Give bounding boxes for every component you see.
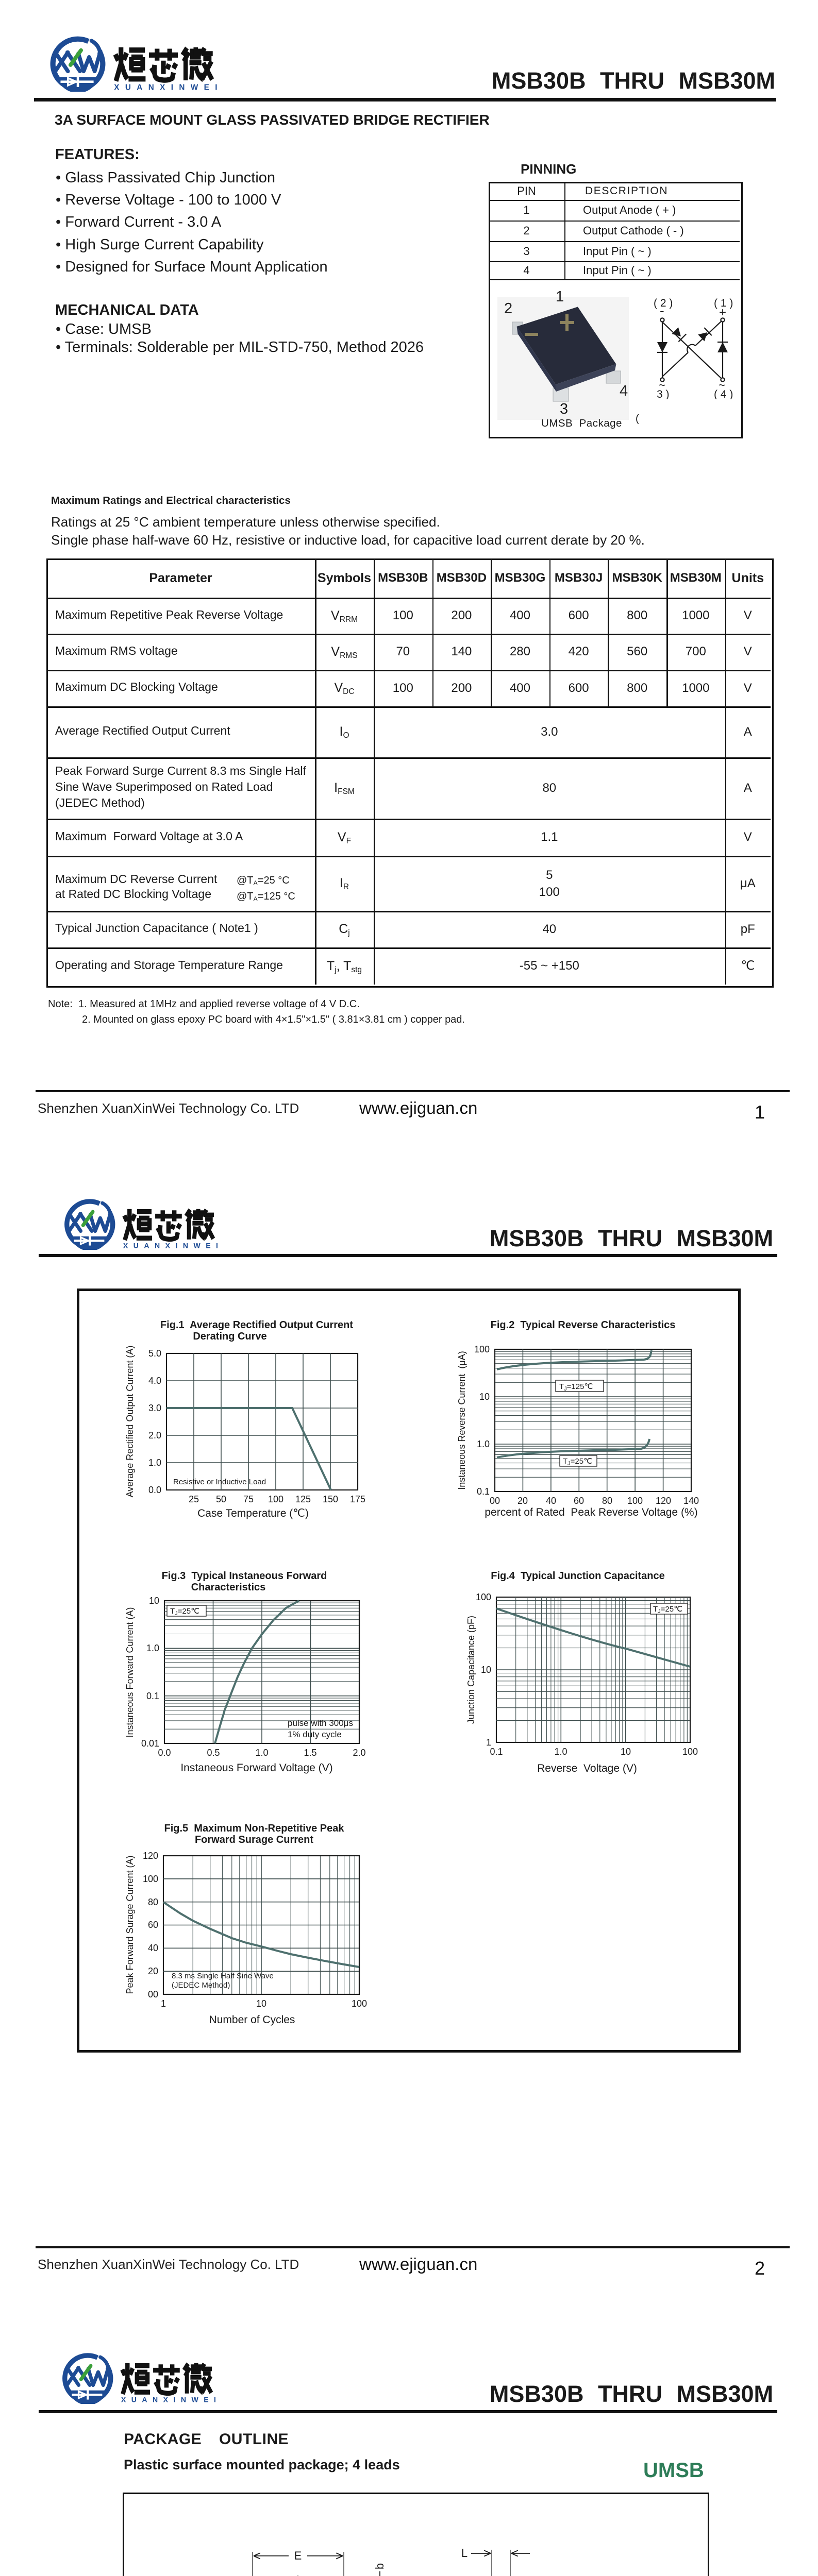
- svg-text:XUANXINWEI: XUANXINWEI: [121, 2396, 219, 2404]
- svg-text:10: 10: [256, 1998, 266, 2009]
- svg-text:80: 80: [602, 1496, 612, 1506]
- svg-text:100: 100: [268, 1494, 283, 1504]
- svg-text:-: -: [660, 303, 664, 318]
- svg-text:50: 50: [216, 1494, 226, 1504]
- svg-text:percent of Rated Peak Reverse: percent of Rated Peak Reverse Voltage (%…: [485, 1506, 697, 1518]
- svg-text:4.0: 4.0: [148, 1376, 161, 1386]
- svg-text:TJ=25℃: TJ=25℃: [653, 1605, 682, 1615]
- svg-text:100: 100: [474, 1344, 490, 1354]
- svg-text:1% duty cycle: 1% duty cycle: [288, 1730, 342, 1739]
- svg-text:( 4 ): ( 4 ): [714, 388, 733, 399]
- svg-text:2.0: 2.0: [148, 1430, 161, 1440]
- svg-text:Average Rectified Output Curre: Average Rectified Output Current (A): [125, 1346, 135, 1498]
- svg-text:140: 140: [683, 1496, 699, 1506]
- svg-text:TJ=125℃: TJ=125℃: [559, 1382, 593, 1392]
- svg-text:75: 75: [243, 1494, 254, 1504]
- svg-text:~: ~: [659, 379, 665, 392]
- svg-text:60: 60: [148, 1920, 158, 1930]
- svg-text:3 ): 3 ): [657, 388, 670, 399]
- svg-text:1: 1: [486, 1737, 491, 1748]
- svg-text:Case Temperature (℃): Case Temperature (℃): [197, 1507, 309, 1519]
- svg-text:10: 10: [149, 1596, 159, 1606]
- svg-text:150: 150: [323, 1494, 338, 1504]
- svg-text:L: L: [461, 2547, 468, 2560]
- svg-text:20: 20: [148, 1966, 158, 1976]
- svg-text:0.1: 0.1: [477, 1486, 490, 1497]
- svg-text:(JEDEC Method): (JEDEC Method): [172, 1981, 230, 1990]
- svg-text:100: 100: [627, 1496, 643, 1506]
- svg-text:175: 175: [350, 1494, 365, 1504]
- svg-text:Instaneous Reverse Current (μ: Instaneous Reverse Current (μA): [457, 1351, 467, 1489]
- svg-text:20: 20: [517, 1496, 528, 1506]
- svg-text:1.5: 1.5: [304, 1748, 316, 1758]
- svg-text:3.0: 3.0: [148, 1403, 161, 1413]
- svg-text:+: +: [719, 306, 726, 319]
- svg-text:25: 25: [189, 1494, 199, 1504]
- svg-text:100: 100: [476, 1592, 491, 1602]
- svg-text:Characteristics: Characteristics: [191, 1582, 266, 1593]
- svg-text:XUANXINWEI: XUANXINWEI: [114, 83, 221, 92]
- svg-text:2.0: 2.0: [353, 1748, 365, 1758]
- svg-text:10: 10: [481, 1665, 491, 1675]
- svg-text:100: 100: [352, 1998, 367, 2009]
- svg-text:80: 80: [148, 1897, 158, 1907]
- svg-text:1: 1: [556, 289, 564, 305]
- svg-text:TJ=25℃: TJ=25℃: [170, 1607, 199, 1617]
- svg-text:1.0: 1.0: [255, 1748, 268, 1758]
- svg-text:125: 125: [295, 1494, 311, 1504]
- svg-text:60: 60: [574, 1496, 584, 1506]
- svg-text:1: 1: [161, 1998, 166, 2009]
- svg-text:Fig.4 Typical Junction Capaci: Fig.4 Typical Junction Capacitance: [491, 1570, 665, 1582]
- svg-text:2: 2: [504, 300, 512, 317]
- svg-text:b: b: [373, 2563, 386, 2569]
- svg-text:Reverse Voltage (V): Reverse Voltage (V): [537, 1762, 637, 1774]
- svg-text:0.1: 0.1: [490, 1747, 503, 1757]
- svg-text:( 2 ): ( 2 ): [654, 297, 673, 309]
- svg-text:8.3 ms Single Half Sine Wave: 8.3 ms Single Half Sine Wave: [172, 1972, 274, 1980]
- svg-text:5.0: 5.0: [148, 1348, 161, 1359]
- svg-text:E: E: [294, 2549, 302, 2562]
- svg-text:00: 00: [148, 1989, 158, 1999]
- svg-text:Peak Forward Surage Current (A: Peak Forward Surage Current (A): [125, 1855, 135, 1994]
- svg-text:Number of Cycles: Number of Cycles: [209, 2014, 295, 2026]
- svg-text:10: 10: [621, 1747, 631, 1757]
- svg-text:0.0: 0.0: [148, 1485, 161, 1495]
- svg-text:1.0: 1.0: [146, 1643, 159, 1653]
- svg-text:4: 4: [620, 383, 628, 399]
- svg-text:100: 100: [682, 1747, 698, 1757]
- svg-text:Resistive or Inductive Load: Resistive or Inductive Load: [173, 1478, 266, 1486]
- svg-text:120: 120: [656, 1496, 671, 1506]
- svg-text:pulse with 300μs: pulse with 300μs: [288, 1718, 353, 1728]
- svg-text:1.0: 1.0: [148, 1458, 161, 1468]
- svg-text:Fig.5 Maximum Non-Repetitive: Fig.5 Maximum Non-Repetitive Peak: [164, 1823, 345, 1834]
- svg-text:TJ=25℃: TJ=25℃: [563, 1457, 592, 1467]
- svg-text:0.01: 0.01: [141, 1738, 159, 1749]
- svg-text:40: 40: [546, 1496, 556, 1506]
- svg-text:XUANXINWEI: XUANXINWEI: [123, 1242, 221, 1250]
- svg-text:Junction Capacitance (pF): Junction Capacitance (pF): [466, 1616, 476, 1724]
- svg-text:0.0: 0.0: [158, 1748, 171, 1758]
- svg-text:Instaneous Forward Voltage (V): Instaneous Forward Voltage (V): [180, 1762, 332, 1774]
- svg-text:Derating Curve: Derating Curve: [193, 1331, 266, 1342]
- svg-text:Fig.1 Average Rectified Outpu: Fig.1 Average Rectified Output Current: [160, 1319, 353, 1331]
- svg-text:1.0: 1.0: [554, 1747, 567, 1757]
- svg-text:Fig.3 Typical Instaneous Forw: Fig.3 Typical Instaneous Forward: [162, 1570, 327, 1582]
- svg-text:~: ~: [719, 379, 725, 392]
- svg-text:100: 100: [143, 1874, 158, 1884]
- svg-text:Fig.2 Typical Reverse Charact: Fig.2 Typical Reverse Characteristics: [491, 1319, 676, 1331]
- svg-text:00: 00: [490, 1496, 500, 1506]
- svg-text:0.5: 0.5: [207, 1748, 220, 1758]
- svg-text:1.0: 1.0: [477, 1439, 490, 1449]
- svg-text:10: 10: [479, 1392, 490, 1402]
- svg-text:120: 120: [143, 1851, 158, 1861]
- svg-text:( 1 ): ( 1 ): [714, 297, 733, 309]
- svg-text:0.1: 0.1: [146, 1691, 159, 1701]
- svg-text:Forward Surage Current: Forward Surage Current: [195, 1834, 313, 1845]
- svg-text:40: 40: [148, 1943, 158, 1953]
- svg-text:Instaneous Forward Current (A): Instaneous Forward Current (A): [125, 1607, 135, 1737]
